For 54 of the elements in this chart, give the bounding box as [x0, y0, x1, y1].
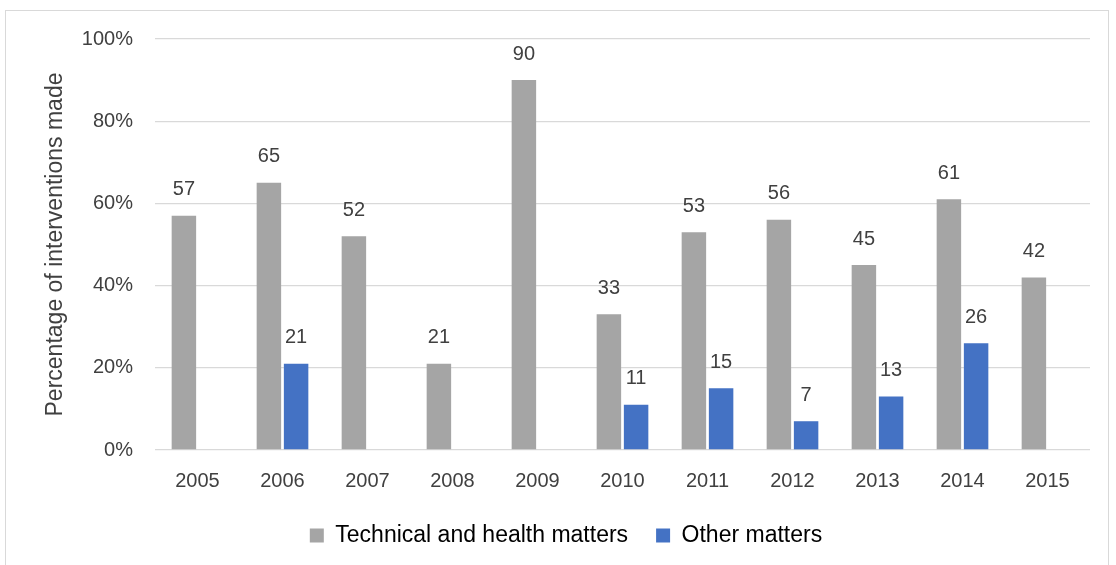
x-tick-label: 2009	[515, 468, 560, 491]
bar	[623, 404, 649, 450]
data-label: 61	[937, 160, 961, 183]
y-axis-title: Percentage of interventions made	[41, 72, 68, 417]
data-label: 13	[879, 358, 903, 381]
data-label: 7	[800, 382, 812, 405]
legend-label: Other matters	[681, 520, 823, 547]
bar	[766, 219, 792, 450]
x-tick-label: 2011	[685, 468, 730, 491]
bar	[596, 314, 622, 450]
bar	[963, 343, 989, 450]
x-tick-label: 2007	[345, 468, 390, 491]
bar	[283, 363, 309, 450]
bar	[511, 80, 537, 450]
data-label: 21	[427, 325, 451, 348]
x-tick-label: 2008	[430, 468, 475, 491]
x-tick-label: 2013	[855, 468, 900, 491]
bar	[256, 182, 282, 450]
data-label: 15	[709, 349, 733, 372]
legend-label: Technical and health matters	[335, 520, 629, 547]
data-label: 33	[597, 275, 621, 298]
data-label: 11	[625, 366, 647, 389]
data-label: 42	[1022, 238, 1046, 261]
y-tick-label: 60%	[92, 190, 134, 213]
bar	[341, 236, 367, 450]
bar	[1021, 277, 1047, 450]
bar	[793, 421, 819, 450]
data-label: 52	[342, 197, 366, 220]
bar	[171, 215, 197, 450]
bar	[851, 265, 877, 450]
bar	[936, 199, 962, 450]
x-tick-label: 2015	[1025, 468, 1070, 491]
data-label: 65	[257, 144, 281, 167]
data-label: 56	[767, 181, 791, 204]
x-tick-label: 2014	[940, 468, 985, 491]
bar	[708, 388, 734, 450]
y-tick-label: 20%	[92, 355, 134, 378]
data-label: 45	[852, 226, 876, 249]
y-tick-label: 40%	[92, 273, 134, 296]
x-tick-label: 2012	[770, 468, 815, 491]
y-tick-label: 80%	[92, 108, 134, 131]
x-tick-label: 2005	[175, 468, 220, 491]
bar	[878, 396, 904, 450]
x-tick-label: 2006	[260, 468, 305, 491]
bar	[426, 363, 452, 450]
y-tick-label: 100%	[81, 26, 134, 49]
data-label: 53	[682, 193, 706, 216]
data-label: 26	[964, 304, 988, 327]
x-tick-label: 2010	[600, 468, 645, 491]
data-label: 21	[284, 325, 308, 348]
data-label: 90	[512, 41, 536, 64]
bar	[681, 232, 707, 450]
y-tick-label: 0%	[104, 437, 134, 460]
data-label: 57	[172, 177, 196, 200]
